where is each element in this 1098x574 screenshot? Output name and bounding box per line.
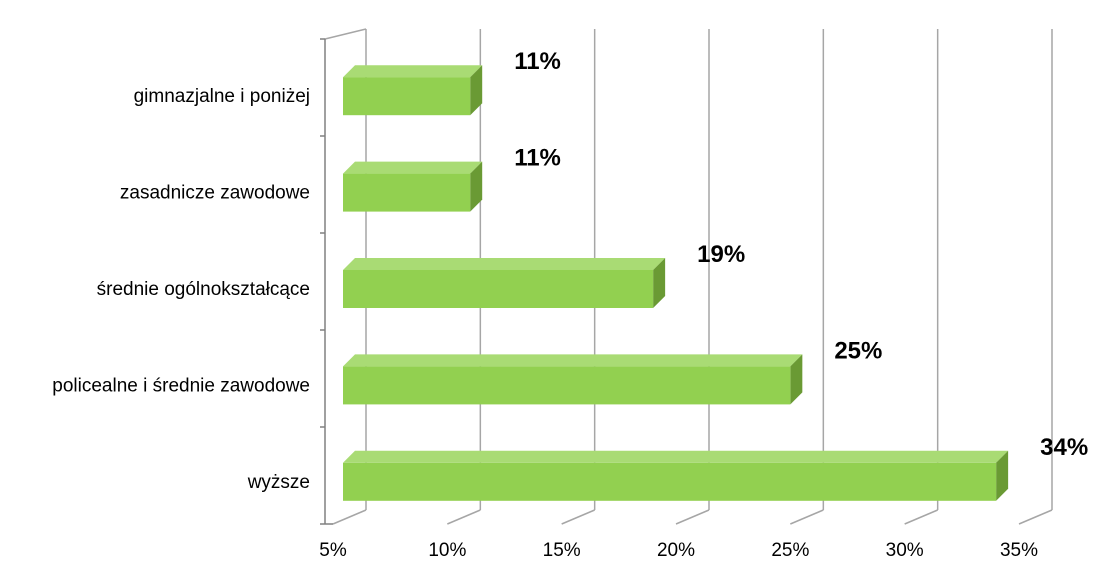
- bar-front-face: [343, 366, 791, 405]
- bar-top-face: [343, 65, 483, 78]
- bar-side-face: [470, 161, 483, 212]
- bar-top-face: [343, 161, 483, 174]
- labels-layer: gimnazjalne i poniżej 11% zasadnicze zawod…: [52, 48, 1088, 493]
- bar-front-face: [343, 77, 471, 116]
- data-label: 11%: [514, 48, 561, 75]
- data-label: 11%: [514, 145, 561, 172]
- floor-gridline: [1018, 509, 1053, 525]
- x-tick-label: 20%: [657, 540, 695, 561]
- axis-layer: 5% 10% 15% 20% 25% 30% 35%: [319, 38, 1038, 561]
- x-tick-label: 5%: [319, 540, 347, 561]
- bar-front-face: [343, 173, 471, 212]
- floor-gridline: [561, 509, 595, 525]
- bar: [343, 258, 666, 308]
- bars-layer: [343, 65, 1009, 501]
- bar-side-face: [653, 258, 666, 308]
- category-label: zasadnicze zawodowe: [120, 183, 310, 204]
- floor-gridline: [790, 509, 824, 525]
- wall-edge: [324, 28, 367, 40]
- category-label: wyższe: [247, 472, 310, 493]
- bar-top-face: [343, 354, 803, 367]
- x-tick-label: 30%: [886, 540, 924, 561]
- x-tick-label: 10%: [428, 540, 466, 561]
- x-tick-label: 15%: [543, 540, 581, 561]
- bar-side-face: [470, 65, 483, 116]
- category-label: gimnazjalne i poniżej: [134, 86, 310, 107]
- floor-gridline: [904, 509, 938, 525]
- bar-top-face: [343, 450, 1009, 463]
- bar-front-face: [343, 462, 997, 501]
- category-label: policealne i średnie zawodowe: [52, 375, 310, 396]
- category-label: średnie ogólnokształcące: [97, 279, 310, 300]
- data-label: 25%: [834, 337, 882, 364]
- floor-gridline: [447, 509, 481, 525]
- x-tick-label: 25%: [771, 540, 809, 561]
- data-label: 34%: [1040, 434, 1088, 461]
- bar-top-face: [343, 258, 666, 270]
- data-label: 19%: [697, 241, 745, 268]
- bar: [343, 450, 1009, 501]
- bar: [343, 65, 483, 116]
- bar: [343, 354, 803, 405]
- floor-gridline: [332, 509, 367, 525]
- x-tick-label: 35%: [1000, 540, 1038, 561]
- bar: [343, 161, 483, 212]
- bar-front-face: [343, 270, 654, 308]
- floor-gridline: [675, 509, 710, 525]
- bar-side-face: [790, 354, 803, 405]
- bar-side-face: [996, 450, 1009, 501]
